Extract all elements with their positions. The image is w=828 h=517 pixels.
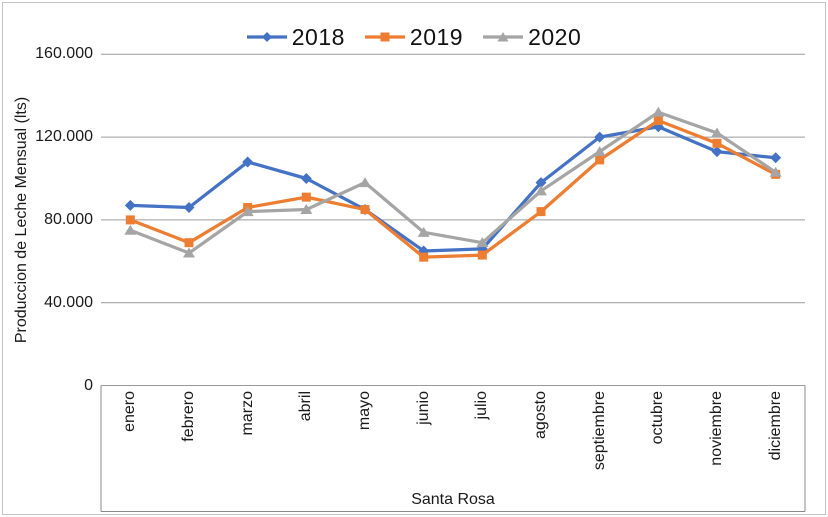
x-tick-label-agosto: agosto [532, 391, 549, 440]
x-tick-label-mayo: mayo [356, 391, 373, 431]
series-line-2020 [128, 110, 778, 255]
data-point-2019-febrero [184, 238, 194, 248]
data-point-2018-abril [300, 173, 312, 184]
y-tick-label: 40.000 [44, 293, 93, 311]
data-point-2020-abril [300, 204, 313, 215]
x-tick-label-febrero: febrero [180, 391, 197, 442]
data-point-2020-agosto [535, 185, 547, 196]
y-tick-label: 0 [84, 376, 93, 394]
data-point-2019-junio [419, 252, 429, 262]
data-point-2020-julio [476, 237, 489, 248]
data-point-2020-septiembre [593, 146, 606, 157]
legend: 2018 2019 2020 [0, 18, 828, 56]
y-tick-label: 160.000 [35, 45, 93, 63]
legend-diamond-marker-icon [246, 32, 287, 42]
data-point-2018-enero [124, 199, 136, 211]
data-point-2020-marzo [241, 206, 254, 217]
y-tick-label: 120.000 [35, 128, 93, 146]
series-line-2018 [128, 125, 778, 253]
x-tick-label-septiembre: septiembre [590, 391, 608, 471]
data-point-2020-noviembre [711, 127, 723, 138]
data-point-2018-agosto [535, 177, 547, 189]
legend-label-2019: 2019 [409, 23, 464, 50]
data-point-2019-septiembre [595, 155, 605, 165]
data-point-2020-febrero [183, 247, 195, 258]
data-point-2019-julio [477, 250, 487, 260]
data-point-2018-noviembre [711, 146, 723, 158]
x-tick-label-junio: junio [414, 391, 432, 425]
legend-item-2020: 2020 [483, 24, 581, 51]
data-point-2020-mayo [359, 177, 371, 188]
data-point-2018-junio [418, 245, 430, 257]
data-point-2018-septiembre [594, 131, 606, 143]
data-point-2020-enero [124, 224, 137, 235]
series-line-2019 [128, 118, 778, 259]
data-point-2018-diciembre [770, 152, 782, 164]
legend-square-marker-icon [364, 32, 405, 42]
data-point-2018-marzo [242, 156, 254, 168]
x-tick-label-enero: enero [121, 391, 139, 432]
legend-label-2018: 2018 [291, 23, 345, 50]
data-point-2019-agosto [536, 207, 546, 217]
data-point-2020-diciembre [769, 166, 782, 177]
x-tick-label-julio: julio [473, 391, 491, 420]
x-tick-label-abril: abril [297, 391, 315, 422]
data-point-2019-mayo [360, 205, 370, 215]
x-axis-group-label: Santa Rosa [411, 491, 495, 508]
x-tick-label-marzo: marzo [238, 391, 256, 436]
legend-item-2019: 2019 [364, 23, 464, 51]
data-point-2019-abril [301, 192, 311, 202]
legend-triangle-marker-icon [483, 32, 524, 42]
x-tick-label-octubre: octubre [649, 391, 667, 445]
y-tick-label: 80.000 [44, 210, 93, 228]
data-point-2020-junio [417, 226, 430, 237]
data-point-2019-octubre [653, 116, 663, 126]
x-tick-label-diciembre: diciembre [766, 391, 784, 461]
x-tick-label-noviembre: noviembre [708, 391, 725, 466]
legend-label-2020: 2020 [528, 23, 582, 50]
data-point-2018-febrero [183, 201, 195, 213]
data-point-2019-noviembre [712, 138, 722, 148]
data-point-2019-enero [125, 215, 135, 225]
data-point-2020-octubre [652, 106, 665, 117]
legend-item-2018: 2018 [246, 23, 345, 51]
